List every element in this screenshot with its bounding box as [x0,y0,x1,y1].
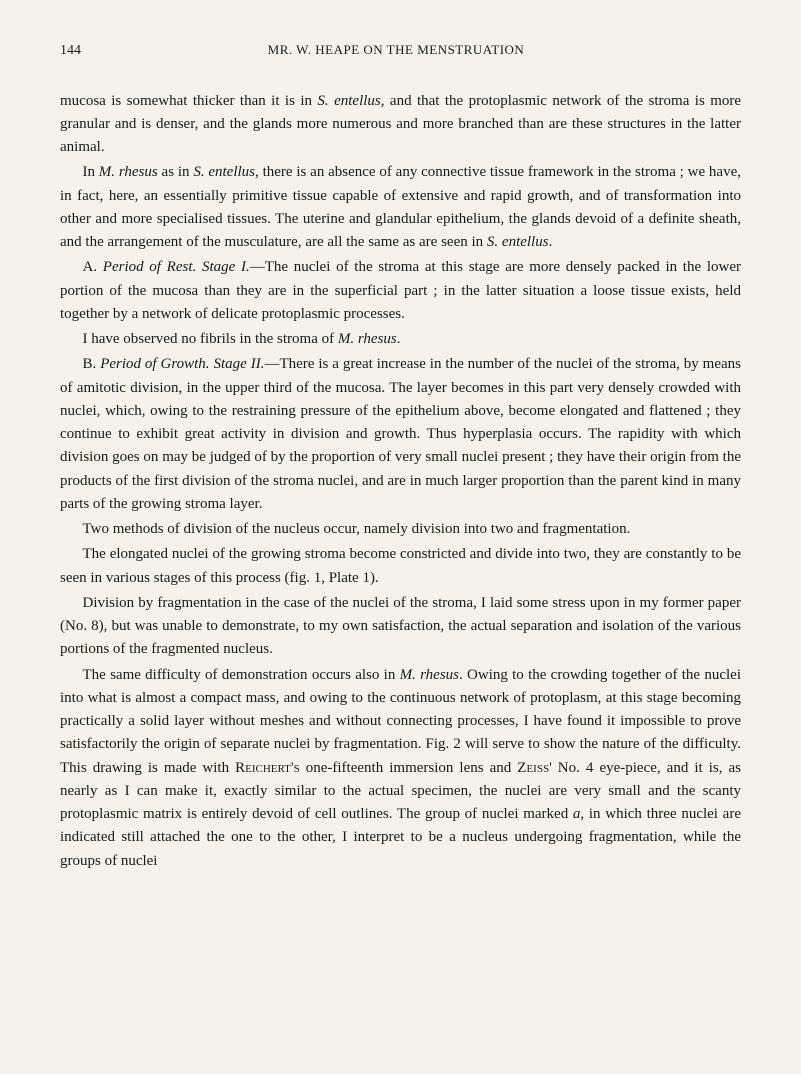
paragraph: B. Period of Growth. Stage II.—There is … [60,353,741,516]
paragraph: Two methods of division of the nucleus o… [60,518,741,541]
paragraph: The elongated nuclei of the growing stro… [60,543,741,590]
paragraph: The same difficulty of demonstration occ… [60,664,741,873]
paragraph: A. Period of Rest. Stage I.—The nuclei o… [60,256,741,326]
paragraph: I have observed no fibrils in the stroma… [60,328,741,351]
paragraph: Division by fragmentation in the case of… [60,592,741,662]
page-header: 144 MR. W. HEAPE ON THE MENSTRUATION [60,40,741,62]
paragraph: mucosa is somewhat thicker than it is in… [60,90,741,160]
running-title: MR. W. HEAPE ON THE MENSTRUATION [81,40,711,60]
page-number: 144 [60,40,81,62]
body-text: mucosa is somewhat thicker than it is in… [60,90,741,873]
paragraph: In M. rhesus as in S. entellus, there is… [60,161,741,254]
